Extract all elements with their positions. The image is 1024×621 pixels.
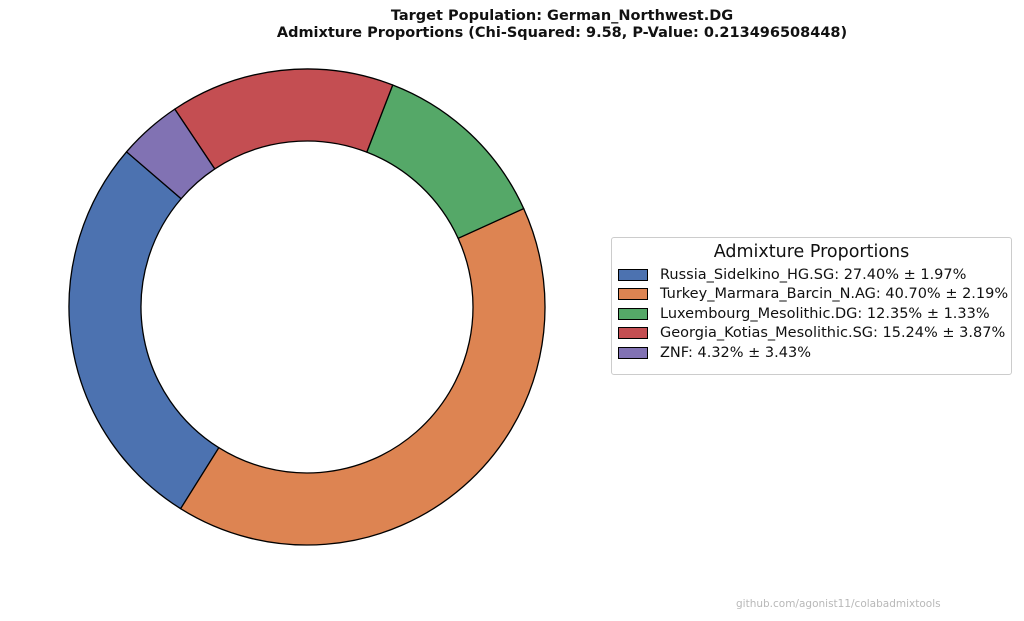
chart-title-line-2: Admixture Proportions (Chi-Squared: 9.58… <box>276 25 848 41</box>
legend-title: Admixture Proportions <box>713 242 910 262</box>
legend-item-turkey: Turkey_Marmara_Barcin_N.AG: 40.70% ± 2.1… <box>612 285 1011 305</box>
legend-label: ZNF: 4.32% ± 3.43% <box>660 344 811 361</box>
donut-slice-0 <box>68 151 220 510</box>
legend-swatch <box>618 346 648 359</box>
legend-label: Georgia_Kotias_Mesolithic.SG: 15.24% ± 3… <box>660 325 1006 342</box>
donut-slice-4 <box>125 108 216 200</box>
legend-item-georgia: Georgia_Kotias_Mesolithic.SG: 15.24% ± 3… <box>612 324 1011 344</box>
legend-swatch <box>618 268 648 281</box>
legend-item-russia: Russia_Sidelkino_HG.SG: 27.40% ± 1.97% <box>612 265 1011 285</box>
watermark: github.com/agonist11/colabadmixtools <box>736 598 941 610</box>
legend-swatch <box>618 307 648 320</box>
donut-slice-3 <box>174 68 394 170</box>
legend-swatch <box>618 288 648 301</box>
legend-swatch <box>618 327 648 340</box>
chart-title: Target Population: German_Northwest.DG A… <box>0 8 1024 42</box>
legend-item-luxembourg: Luxembourg_Mesolithic.DG: 12.35% ± 1.33% <box>612 304 1011 324</box>
legend-label: Turkey_Marmara_Barcin_N.AG: 40.70% ± 2.1… <box>660 286 1009 303</box>
legend-label: Luxembourg_Mesolithic.DG: 12.35% ± 1.33% <box>660 305 990 322</box>
donut-slice-1 <box>179 207 546 546</box>
legend-label: Russia_Sidelkino_HG.SG: 27.40% ± 1.97% <box>660 266 967 283</box>
legend: Admixture Proportions Russia_Sidelkino_H… <box>611 237 1012 375</box>
donut-slice-2 <box>366 84 525 239</box>
legend-item-znf: ZNF: 4.32% ± 3.43% <box>612 343 1011 363</box>
chart-title-line-1: Target Population: German_Northwest.DG <box>390 8 734 24</box>
